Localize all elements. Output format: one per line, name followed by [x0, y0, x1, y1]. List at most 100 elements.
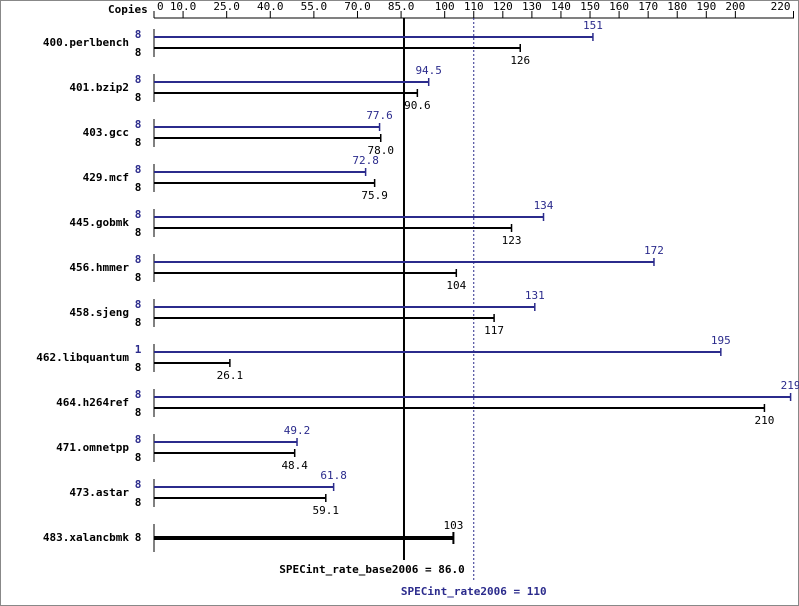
x-tick-label: 160: [609, 0, 629, 13]
peak-bar: [154, 36, 593, 38]
base-value-label: 104: [446, 279, 466, 292]
benchmark-name: 462.libquantum: [36, 351, 129, 364]
base-copies: 8: [135, 361, 142, 374]
x-tick-label: 200: [725, 0, 745, 13]
peak-value-label: 49.2: [284, 424, 311, 437]
base-value-label: 90.6: [404, 99, 431, 112]
peak-ref-label: SPECint_rate2006 = 110: [401, 585, 547, 598]
base-bar: [154, 272, 457, 274]
base-bar: [154, 137, 381, 139]
peak-value-label: 77.6: [366, 109, 393, 122]
x-tick-label: 110: [464, 0, 484, 13]
base-copies: 8: [135, 531, 142, 544]
peak-bar: [154, 441, 298, 443]
peak-copies: 8: [135, 28, 142, 41]
peak-value-label: 61.8: [320, 469, 347, 482]
peak-copies: 8: [135, 73, 142, 86]
peak-bar: [154, 486, 334, 488]
x-tick-label: 100: [435, 0, 455, 13]
peak-value-label: 219: [781, 379, 799, 392]
peak-value-label: 134: [534, 199, 554, 212]
peak-copies: 8: [135, 118, 142, 131]
benchmark-name: 458.sjeng: [69, 306, 129, 319]
base-copies: 8: [135, 46, 142, 59]
base-bar: [154, 47, 521, 49]
base-value-label: 123: [502, 234, 522, 247]
base-bar: [154, 227, 512, 229]
base-value-label: 117: [484, 324, 504, 337]
x-tick-label: 25.0: [213, 0, 240, 13]
peak-bar: [154, 171, 366, 173]
x-tick-label: 190: [696, 0, 716, 13]
base-bar: [154, 362, 230, 364]
base-copies: 8: [135, 406, 142, 419]
base-value-label: 75.9: [361, 189, 388, 202]
benchmark-name: 483.xalancbmk: [43, 531, 129, 544]
peak-value-label: 172: [644, 244, 664, 257]
base-copies: 8: [135, 316, 142, 329]
base-bar: [154, 497, 326, 499]
base-bar: [154, 407, 765, 409]
x-tick-label: 70.0: [344, 0, 371, 13]
benchmark-name: 471.omnetpp: [56, 441, 129, 454]
peak-copies: 8: [135, 298, 142, 311]
peak-copies: 1: [135, 343, 142, 356]
base-value-label: 48.4: [281, 459, 308, 472]
base-value-label: 78.0: [367, 144, 394, 157]
x-tick-label: 170: [638, 0, 658, 13]
benchmark-name: 403.gcc: [83, 126, 129, 139]
base-copies: 8: [135, 496, 142, 509]
base-value-label: 126: [510, 54, 530, 67]
base-bar: [154, 92, 418, 94]
x-tick-label: 150: [580, 0, 600, 13]
base-copies: 8: [135, 451, 142, 464]
peak-copies: 8: [135, 253, 142, 266]
benchmark-name: 445.gobmk: [69, 216, 129, 229]
peak-copies: 8: [135, 388, 142, 401]
x-tick-label: 120: [493, 0, 513, 13]
x-tick-label: 0: [157, 0, 164, 13]
peak-value-label: 131: [525, 289, 545, 302]
x-tick-label: 10.0: [170, 0, 197, 13]
benchmark-name: 400.perlbench: [43, 36, 129, 49]
base-copies: 8: [135, 181, 142, 194]
base-value-label: 59.1: [313, 504, 340, 517]
peak-copies: 8: [135, 163, 142, 176]
peak-copies: 8: [135, 478, 142, 491]
benchmark-name: 464.h264ref: [56, 396, 129, 409]
peak-value-label: 94.5: [415, 64, 442, 77]
base-bar: [154, 182, 375, 184]
x-tick-label: 140: [551, 0, 571, 13]
base-bar: [154, 452, 295, 454]
benchmark-name: 456.hmmer: [69, 261, 129, 274]
peak-value-label: 195: [711, 334, 731, 347]
peak-value-label: 151: [583, 19, 603, 32]
peak-bar: [154, 261, 654, 263]
peak-bar: [154, 306, 535, 308]
base-copies: 8: [135, 226, 142, 239]
base-value-label: 103: [443, 519, 463, 532]
x-tick-label: 85.0: [388, 0, 415, 13]
base-copies: 8: [135, 91, 142, 104]
peak-copies: 8: [135, 433, 142, 446]
peak-bar: [154, 216, 544, 218]
base-bar: [154, 536, 454, 540]
x-tick-label: 40.0: [257, 0, 284, 13]
peak-bar: [154, 351, 721, 353]
base-value-label: 26.1: [217, 369, 244, 382]
base-copies: 8: [135, 136, 142, 149]
peak-bar: [154, 126, 380, 128]
benchmark-name: 401.bzip2: [69, 81, 129, 94]
axis-label: Copies: [108, 3, 148, 16]
x-tick-label: 55.0: [301, 0, 328, 13]
base-value-label: 210: [754, 414, 774, 427]
base-bar: [154, 317, 495, 319]
x-tick-label: 220: [771, 0, 791, 13]
base-copies: 8: [135, 271, 142, 284]
peak-copies: 8: [135, 208, 142, 221]
peak-bar: [154, 81, 429, 83]
benchmark-name: 473.astar: [69, 486, 129, 499]
peak-bar: [154, 396, 791, 398]
